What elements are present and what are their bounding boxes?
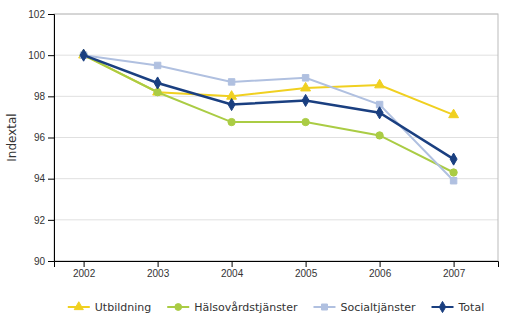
x-axis: 2002 2003 2004 2005 2006 2007	[55, 261, 499, 279]
y-tick: 90	[34, 256, 54, 267]
data-point	[450, 177, 456, 183]
plot-area	[79, 49, 459, 184]
x-tick: 2004	[221, 261, 244, 279]
y-tick-mark	[48, 14, 54, 15]
x-tick-label: 2007	[443, 268, 466, 279]
y-tick: 94	[34, 173, 54, 184]
legend-label: Hälsovårdstjänster	[194, 301, 298, 314]
x-tick-label: 2003	[147, 268, 170, 279]
legend-marker	[321, 304, 327, 310]
series-line	[84, 55, 454, 181]
x-tick: 2007	[443, 261, 466, 279]
y-tick: 100	[28, 50, 54, 61]
x-tick-mark	[232, 261, 233, 267]
series	[80, 49, 457, 165]
legend-item: Socialtjänster	[313, 301, 416, 314]
x-tick-label: 2002	[73, 268, 96, 279]
x-tick-mark	[84, 261, 85, 267]
y-tick-label: 92	[34, 215, 46, 226]
legend-label: Total	[458, 301, 485, 314]
grid	[54, 14, 498, 261]
y-tick-mark	[48, 179, 54, 180]
grid-line	[54, 178, 498, 179]
x-tick-mark	[454, 261, 455, 267]
legend-item: Total	[432, 301, 485, 314]
series-line	[84, 55, 454, 172]
data-point	[450, 153, 457, 165]
series	[79, 49, 459, 117]
data-point	[450, 169, 457, 176]
x-tick: 2003	[147, 261, 170, 279]
y-tick-mark	[48, 261, 54, 262]
x-tick-mark	[158, 261, 159, 267]
x-tick-mark	[380, 261, 381, 267]
y-axis-title: Indextal	[5, 113, 19, 161]
legend-marker	[439, 301, 445, 312]
series-line	[84, 55, 454, 159]
x-axis-line	[55, 262, 499, 268]
data-point	[228, 99, 235, 111]
y-tick: 98	[34, 91, 54, 102]
y-tick-label: 90	[34, 256, 46, 267]
y-tick-label: 94	[34, 173, 46, 184]
y-tick: 102	[28, 9, 54, 20]
y-tick-mark	[48, 55, 54, 56]
grid-line	[54, 219, 498, 220]
chart: 2002 2003 2004 2005 2006 2007 90 92 94 96 98 100 102…	[0, 0, 514, 325]
x-tick-label: 2006	[369, 268, 392, 279]
y-tick-label: 96	[34, 132, 46, 143]
series-line	[84, 55, 454, 115]
data-point	[302, 118, 309, 125]
data-point	[228, 118, 235, 125]
x-tick: 2002	[73, 261, 96, 279]
legend-label: Utbildning	[95, 301, 151, 314]
legend-marker	[175, 304, 182, 311]
x-tick: 2005	[295, 261, 318, 279]
y-tick-label: 102	[28, 9, 45, 20]
y-axis-line	[48, 15, 55, 262]
x-tick-label: 2004	[221, 268, 244, 279]
x-tick-mark	[306, 261, 307, 267]
data-point	[375, 79, 385, 88]
legend: Utbildning Hälsovårdstjänster Socialtjänst…	[68, 301, 484, 314]
legend-item: Utbildning	[68, 301, 151, 314]
y-tick: 92	[34, 215, 54, 226]
data-point	[228, 79, 234, 85]
legend-label: Socialtjänster	[340, 301, 416, 314]
data-point	[302, 94, 309, 106]
x-tick-label: 2005	[295, 268, 318, 279]
series	[80, 52, 456, 184]
grid-line	[54, 55, 498, 56]
y-tick-mark	[48, 138, 54, 139]
data-point	[376, 132, 383, 139]
y-axis: 90 92 94 96 98 100 102	[28, 9, 54, 267]
y-tick-mark	[48, 96, 54, 97]
legend-marker	[74, 302, 83, 310]
y-tick-label: 98	[34, 91, 46, 102]
x-tick: 2006	[369, 261, 392, 279]
series	[80, 52, 457, 177]
legend-item: Hälsovårdstjänster	[167, 301, 298, 314]
plot-frame	[54, 14, 498, 261]
data-point	[80, 49, 87, 61]
data-point	[302, 75, 308, 81]
y-tick-label: 100	[28, 50, 45, 61]
y-tick-mark	[48, 220, 54, 221]
data-point	[154, 77, 161, 89]
y-tick: 96	[34, 132, 54, 143]
data-point	[376, 107, 383, 119]
grid-line	[54, 137, 498, 138]
data-point	[154, 62, 160, 68]
grid-line	[54, 96, 498, 97]
data-point	[301, 82, 311, 91]
data-point	[449, 109, 459, 118]
